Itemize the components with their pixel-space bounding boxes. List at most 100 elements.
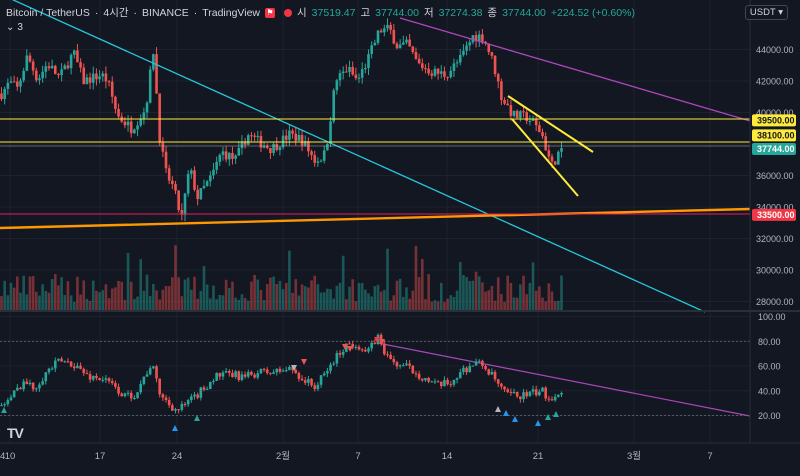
volume-bar xyxy=(345,299,348,310)
time-tick-label: 2월 xyxy=(276,450,290,462)
volume-bar xyxy=(357,282,361,310)
high-value: 37744.00 xyxy=(375,6,419,19)
candle-body xyxy=(231,152,234,159)
osc-body xyxy=(47,368,51,373)
candle-body xyxy=(496,74,500,82)
osc-body xyxy=(436,381,440,383)
osc-body xyxy=(449,384,453,386)
osc-body xyxy=(57,358,60,361)
candle-body xyxy=(167,168,171,181)
osc-body xyxy=(152,366,155,369)
candle-body xyxy=(16,81,19,87)
osc-body xyxy=(496,379,500,384)
current-price-label: 37744.00 xyxy=(757,144,795,154)
flag-icon[interactable]: ⚑ xyxy=(265,7,275,18)
volume-bar xyxy=(224,279,228,310)
candle-body xyxy=(12,81,16,83)
osc-body xyxy=(167,400,171,406)
volume-bar xyxy=(180,296,184,310)
candle-body xyxy=(9,81,13,83)
indicators-toggle-button[interactable]: ⌄ 3 xyxy=(6,22,23,33)
osc-body xyxy=(383,343,386,355)
trendline-cyan[interactable] xyxy=(0,0,706,313)
time-tick-label: 24 xyxy=(172,451,183,462)
osc-body xyxy=(367,348,370,352)
candle-body xyxy=(237,147,241,156)
volume-bar xyxy=(44,290,48,310)
osc-body xyxy=(31,382,35,390)
osc-body xyxy=(142,376,146,384)
currency-select[interactable]: USDT ▾ xyxy=(744,5,788,20)
volume-bar xyxy=(528,283,532,310)
candle-body xyxy=(250,135,253,137)
volume-bar xyxy=(9,282,13,310)
candle-body xyxy=(190,170,193,174)
osc-body xyxy=(88,374,92,380)
osc-body xyxy=(405,363,408,366)
drawings[interactable] xyxy=(0,0,751,417)
trendline-purple-upper[interactable] xyxy=(399,17,751,122)
volume-bar xyxy=(547,283,551,310)
price-tick-label: 44000.00 xyxy=(756,45,794,55)
candle-body xyxy=(424,68,427,70)
osc-body xyxy=(522,392,525,400)
osc-body xyxy=(212,380,215,382)
osc-body xyxy=(246,371,250,377)
candle-body xyxy=(158,93,161,143)
volume-bar xyxy=(281,289,285,310)
volume-bar xyxy=(47,292,51,310)
osc-body xyxy=(294,369,298,374)
close-label: 종 xyxy=(487,7,498,19)
symbol-name[interactable]: Bitcoin / TetherUS xyxy=(6,6,90,19)
osc-body xyxy=(338,353,342,355)
volume-bar xyxy=(402,296,405,310)
osc-body xyxy=(209,381,212,389)
volume-bar xyxy=(3,280,6,310)
osc-body xyxy=(288,367,291,371)
exchange-label: BINANCE xyxy=(142,6,189,19)
osc-body xyxy=(91,375,95,380)
candle-body xyxy=(519,111,522,118)
wedge-lower[interactable] xyxy=(511,118,579,197)
osc-body xyxy=(316,384,320,390)
volume-bar xyxy=(351,279,354,310)
osc-trendline-purple[interactable] xyxy=(377,342,751,417)
volume-bar xyxy=(243,298,247,310)
time-tick-label: 7 xyxy=(707,451,712,462)
osc-body xyxy=(72,366,76,369)
candle-body xyxy=(550,156,554,162)
osc-body xyxy=(101,379,105,381)
volume-bar xyxy=(88,300,92,310)
level-38100-badge xyxy=(752,129,796,142)
candle-body xyxy=(104,73,108,82)
candle-body xyxy=(212,169,215,176)
candle-body xyxy=(547,150,551,157)
osc-body xyxy=(458,372,462,379)
candle-body xyxy=(322,150,326,161)
volume-bar xyxy=(360,282,364,310)
candle-body xyxy=(186,173,190,194)
volume-bar xyxy=(237,299,241,310)
volume-bar xyxy=(148,296,152,310)
wedge-upper[interactable] xyxy=(507,95,594,153)
osc-body xyxy=(196,394,199,398)
volume-bar xyxy=(196,298,199,310)
candle-body xyxy=(76,50,79,63)
volume-bar xyxy=(246,300,250,310)
volume-bar xyxy=(319,292,323,310)
volume-bar xyxy=(25,294,29,310)
volume-bar xyxy=(348,286,351,310)
osc-body xyxy=(114,383,117,387)
osc-body xyxy=(307,378,310,383)
osc-body xyxy=(190,396,193,401)
volume-bar xyxy=(408,298,411,310)
osc-body xyxy=(531,389,535,392)
interval-label[interactable]: 4시간 xyxy=(103,7,129,19)
candle-body xyxy=(490,52,494,56)
candle-body xyxy=(91,73,95,83)
trendline-orange-support[interactable] xyxy=(0,207,751,230)
osc-body xyxy=(439,381,443,387)
osc-body xyxy=(158,378,161,395)
